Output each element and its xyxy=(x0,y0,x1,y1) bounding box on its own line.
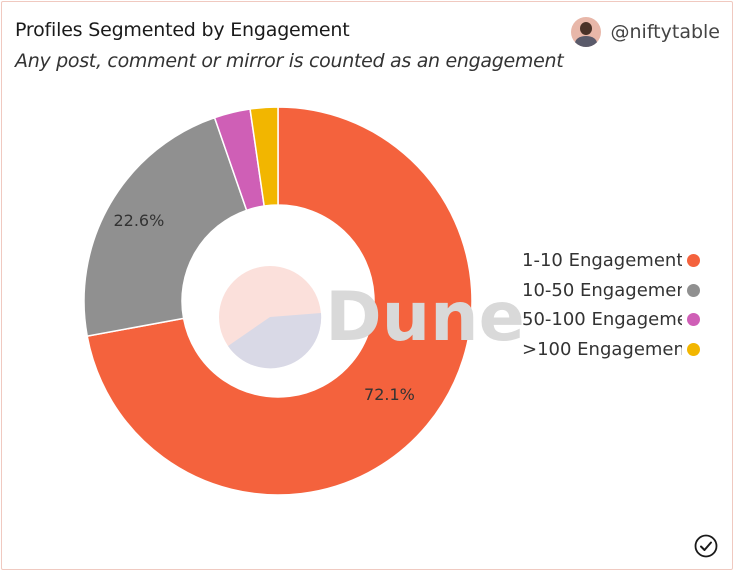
author-badge[interactable]: @niftytable xyxy=(570,17,721,47)
legend-label: >100 Engagement xyxy=(522,338,682,360)
slice-data-label: 72.1% xyxy=(364,385,415,404)
center-placeholder-wedge xyxy=(228,313,322,369)
legend-item[interactable]: >100 Engagement xyxy=(522,335,700,365)
legend-label: 50-100 Engageme xyxy=(522,309,682,331)
legend-label: 10-50 Engagemen xyxy=(522,279,682,301)
pie-slice-4[interactable] xyxy=(249,106,279,207)
legend-item[interactable]: 1-10 Engagements xyxy=(522,246,700,276)
chart-title: Profiles Segmented by Engagement xyxy=(15,19,350,41)
watermark-text: Dune xyxy=(325,278,524,357)
legend-item[interactable]: 10-50 Engagemen xyxy=(522,276,700,306)
legend-item[interactable]: 50-100 Engageme xyxy=(522,305,700,335)
pie-slice-1[interactable] xyxy=(86,106,473,496)
avatar[interactable] xyxy=(570,17,601,47)
chart-legend: 1-10 Engagements 10-50 Engagemen 50-100 En… xyxy=(522,246,700,364)
avatar-body-shape xyxy=(574,36,597,47)
check-circle-icon[interactable] xyxy=(694,534,718,558)
pie-slice-2[interactable] xyxy=(83,116,248,338)
author-name[interactable]: @niftytable xyxy=(610,21,721,43)
legend-swatch xyxy=(687,283,700,297)
avatar-head-shape xyxy=(579,22,592,35)
legend-swatch xyxy=(687,254,700,268)
chart-subtitle: Any post, comment or mirror is counted a… xyxy=(15,50,564,72)
legend-swatch xyxy=(687,342,700,356)
legend-swatch xyxy=(687,313,700,327)
slice-data-label: 22.6% xyxy=(113,211,164,230)
legend-label: 1-10 Engagements xyxy=(522,250,682,272)
